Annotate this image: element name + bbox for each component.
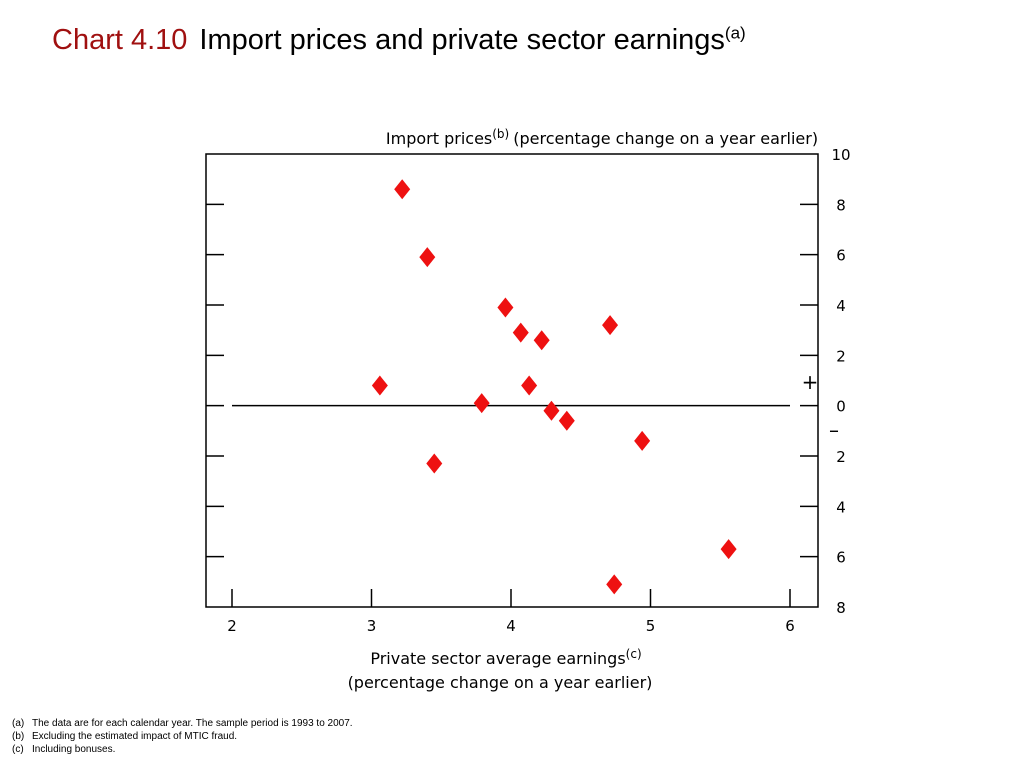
data-point <box>419 247 436 268</box>
y-tick-label: 0 <box>836 398 846 416</box>
data-point <box>533 330 550 351</box>
data-point <box>512 322 529 343</box>
scatter-chart: Import prices(b) (percentage change on a … <box>205 127 851 692</box>
chart-title-footnote-ref: (a) <box>724 23 746 43</box>
negative-sign: – <box>829 418 839 442</box>
y-tick-label: 2 <box>836 347 846 365</box>
data-point <box>497 297 514 318</box>
footnote-a: (a) The data are for each calendar year. … <box>12 718 353 729</box>
data-point <box>426 453 443 474</box>
data-point <box>558 410 575 431</box>
data-point <box>473 393 490 414</box>
footnote-c: (c) Including bonuses. <box>12 744 116 755</box>
x-tick-label: 4 <box>506 617 516 635</box>
data-point <box>602 315 619 336</box>
positive-sign: + <box>802 370 819 394</box>
chart-title: Chart 4.10 Import prices and private sect… <box>52 24 746 57</box>
y-tick-label: 4 <box>836 498 846 516</box>
y-tick-label: 10 <box>831 146 850 164</box>
x-tick-label: 5 <box>646 617 656 635</box>
y-tick-label: 8 <box>836 599 846 617</box>
x-axis-label-line2: (percentage change on a year earlier) <box>348 673 653 692</box>
y-axis-label: Import prices(b) (percentage change on a … <box>386 127 818 148</box>
footnote-b: (b) Excluding the estimated impact of MTI… <box>12 731 238 742</box>
data-point <box>521 375 538 396</box>
footnotes: (a) The data are for each calendar year. … <box>12 717 353 756</box>
y-tick-label: 4 <box>836 297 846 315</box>
plot-frame <box>205 153 819 608</box>
data-point <box>606 574 623 595</box>
chart-number: Chart 4.10 <box>52 24 188 56</box>
data-point <box>543 400 560 421</box>
data-point <box>394 179 411 200</box>
data-point <box>720 539 737 560</box>
x-tick-label: 6 <box>785 617 795 635</box>
chart-title-text: Import prices and private sector earning… <box>199 24 725 56</box>
x-axis-label-line1: Private sector average earnings(c) <box>370 647 641 668</box>
x-tick-label: 2 <box>227 617 237 635</box>
data-point <box>371 375 388 396</box>
x-tick-label: 3 <box>367 617 377 635</box>
y-tick-label: 6 <box>836 549 846 567</box>
y-tick-label: 8 <box>836 196 846 214</box>
y-tick-label: 6 <box>836 247 846 265</box>
data-point <box>634 430 651 451</box>
y-tick-label: 2 <box>836 448 846 466</box>
